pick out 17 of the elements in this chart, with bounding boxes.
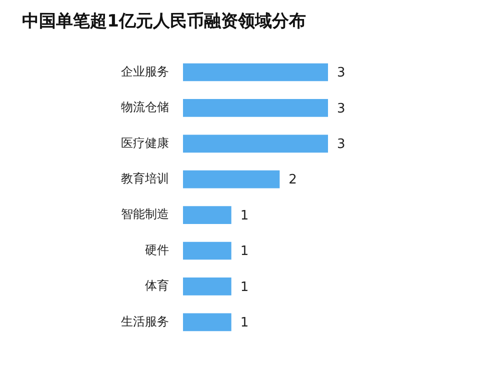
y-tick-label: 智能制造 bbox=[121, 207, 169, 222]
data-label: 1 bbox=[240, 280, 249, 295]
data-label: 3 bbox=[337, 101, 346, 116]
data-label: 1 bbox=[240, 244, 249, 260]
data-label: 2 bbox=[288, 172, 297, 188]
y-tick-label: 体育 bbox=[145, 278, 169, 293]
data-label: 3 bbox=[337, 137, 346, 152]
y-tick-label: 教育培训 bbox=[121, 171, 169, 186]
y-tick-label: 医疗健康 bbox=[121, 136, 169, 150]
y-tick-label: 物流仓储 bbox=[121, 100, 169, 114]
y-tick-label: 硬件 bbox=[145, 242, 169, 257]
chart-title: 中国单笔超1亿元人民币融资领域分布 bbox=[22, 12, 306, 32]
y-tick-label: 生活服务 bbox=[121, 314, 169, 328]
data-label: 3 bbox=[337, 66, 346, 81]
data-label: 1 bbox=[240, 316, 249, 331]
y-tick-label: 企业服务 bbox=[121, 64, 169, 78]
data-label: 1 bbox=[240, 208, 249, 224]
